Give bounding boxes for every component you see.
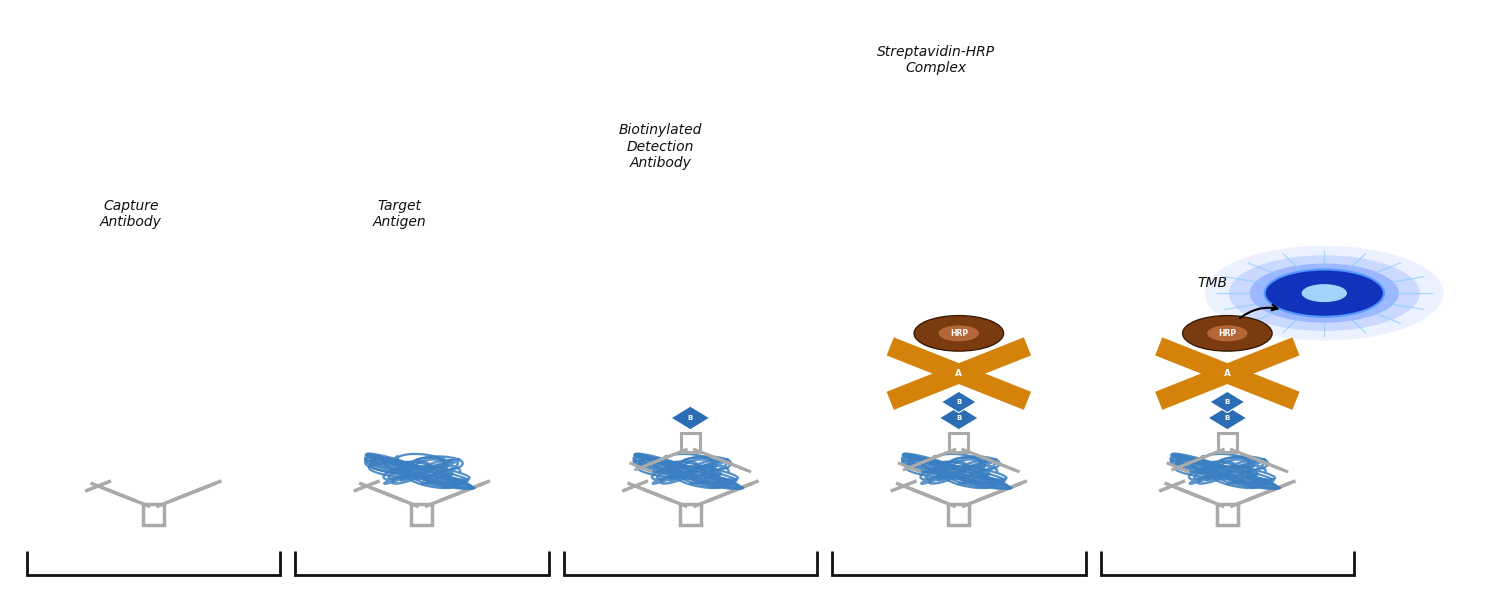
Text: Streptavidin-HRP
Complex: Streptavidin-HRP Complex [878, 45, 996, 75]
Text: B: B [687, 415, 693, 421]
Text: HRP: HRP [950, 329, 968, 338]
Circle shape [1208, 325, 1248, 341]
Polygon shape [999, 346, 1028, 358]
Polygon shape [1268, 389, 1296, 401]
Circle shape [1250, 263, 1400, 323]
Circle shape [914, 316, 1004, 351]
Polygon shape [890, 389, 920, 401]
Text: Capture
Antibody: Capture Antibody [100, 199, 162, 229]
Circle shape [1182, 316, 1272, 351]
Polygon shape [670, 406, 710, 430]
Text: TMB: TMB [1197, 276, 1227, 290]
Circle shape [1228, 255, 1420, 331]
Text: A: A [1224, 369, 1232, 378]
Circle shape [1264, 269, 1384, 317]
Text: HRP: HRP [1218, 329, 1236, 338]
Polygon shape [939, 406, 978, 430]
Polygon shape [1158, 346, 1188, 358]
Text: Biotinylated
Detection
Antibody: Biotinylated Detection Antibody [620, 124, 702, 170]
Polygon shape [890, 346, 920, 358]
Polygon shape [1208, 406, 1246, 430]
Circle shape [939, 325, 980, 341]
Polygon shape [942, 391, 976, 413]
Text: Target
Antigen: Target Antigen [372, 199, 426, 229]
Text: A: A [956, 369, 963, 378]
Circle shape [1302, 284, 1347, 302]
Text: B: B [1224, 399, 1230, 405]
Text: B: B [1224, 415, 1230, 421]
Text: B: B [956, 415, 962, 421]
Text: B: B [956, 399, 962, 405]
Polygon shape [999, 389, 1028, 401]
Polygon shape [1268, 346, 1296, 358]
Polygon shape [1210, 391, 1245, 413]
Polygon shape [1158, 389, 1188, 401]
Circle shape [1204, 246, 1443, 340]
